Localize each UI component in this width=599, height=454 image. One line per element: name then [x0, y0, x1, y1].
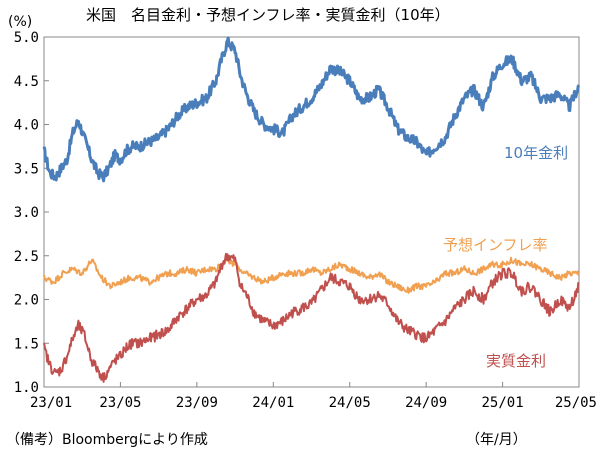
series-label-real: 実質金利 — [486, 352, 546, 370]
y-tick-label: 2.5 — [14, 249, 39, 265]
y-tick-label: 4.5 — [14, 74, 39, 90]
chart-title: 米国 名目金利・予想インフレ率・実質金利（10年） — [86, 6, 450, 24]
x-tick-label: 24/01 — [252, 395, 294, 411]
source-note: （備考）Bloombergにより作成 — [6, 432, 208, 448]
x-tick-label: 24/05 — [329, 395, 371, 411]
y-tick-label: 1.5 — [14, 336, 39, 352]
y-axis: 1.0 1.5 2.0 2.5 3.0 3.5 4.0 4.5 5.0 — [14, 30, 49, 396]
x-tick-label: 23/01 — [30, 395, 72, 411]
series-label-inflation: 予想インフレ率 — [443, 236, 548, 254]
y-tick-label: 5.0 — [14, 30, 39, 46]
x-tick-label: 25/01 — [481, 395, 523, 411]
x-axis-unit: （年/月） — [466, 432, 527, 448]
x-tick-label: 23/05 — [99, 395, 141, 411]
series-line-inflation — [43, 256, 580, 294]
series-label-nominal: 10年金利 — [504, 144, 568, 162]
y-tick-label: 2.0 — [14, 293, 39, 309]
plot-frame — [43, 36, 580, 388]
x-tick-label: 24/09 — [405, 395, 447, 411]
y-tick-label: 4.0 — [14, 118, 39, 134]
series-lines — [42, 36, 581, 383]
x-tick-label: 23/09 — [176, 395, 218, 411]
series-line-real — [43, 252, 580, 383]
x-axis: 23/01 23/05 23/09 24/01 24/05 24/09 25/01 25/05 — [30, 382, 597, 411]
y-tick-label: 1.0 — [14, 380, 39, 396]
x-tick-label: 25/05 — [555, 395, 597, 411]
series-line-nominal — [42, 36, 581, 183]
y-tick-label: 3.5 — [14, 161, 39, 177]
y-axis-unit: (%) — [8, 14, 32, 30]
y-tick-label: 3.0 — [14, 205, 39, 221]
